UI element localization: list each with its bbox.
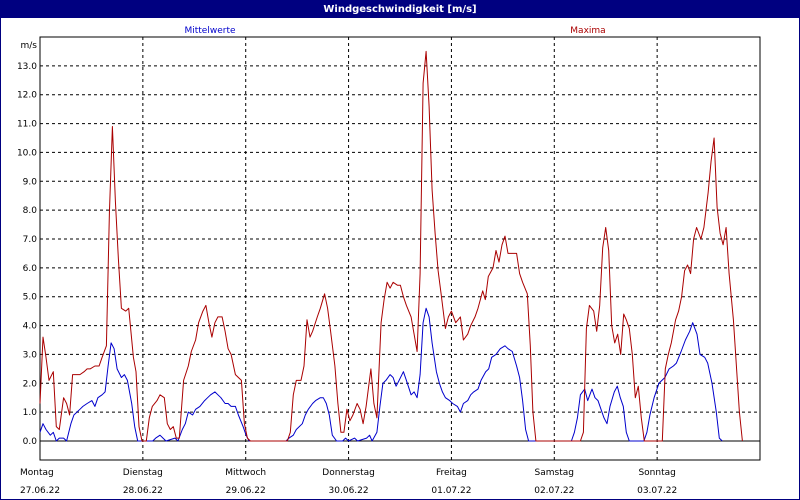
x-tick-day: Montag [20, 468, 54, 478]
legend-maxima: Maxima [570, 26, 605, 36]
y-tick-label: 0.0 [23, 437, 38, 447]
plot-area [39, 36, 761, 461]
y-tick-label: 5.0 [23, 293, 38, 303]
x-tick-date: 28.06.22 [123, 486, 163, 496]
x-tick-date: 02.07.22 [534, 486, 574, 496]
y-tick-label: 6.0 [23, 264, 38, 274]
x-tick-day: Mittwoch [225, 468, 266, 478]
x-tick-day: Sonntag [638, 468, 675, 478]
axis-labels: 0.0 1.0 2.0 3.0 4.0 5.0 6.0 7.0 8.0 9.0 10.0 11.0 12… [17, 26, 677, 496]
x-tick-date: 30.06.22 [329, 486, 369, 496]
series-line-maxima [39, 50, 743, 442]
series-layer [39, 50, 743, 442]
time-axis-box [39, 440, 761, 461]
y-axis-label: m/s [21, 41, 38, 51]
y-tick-label: 4.0 [23, 322, 38, 332]
series-line-mittelwerte [39, 307, 723, 442]
y-tick-label: 10.0 [17, 148, 37, 158]
x-tick-day: Donnerstag [322, 468, 375, 478]
legend-mittelwerte: Mittelwerte [184, 26, 235, 36]
y-tick-label: 8.0 [23, 206, 38, 216]
x-tick-date: 01.07.22 [431, 486, 471, 496]
y-tick-label: 13.0 [17, 62, 37, 72]
y-tick-label: 11.0 [17, 120, 37, 130]
y-tick-label: 3.0 [23, 350, 38, 360]
x-tick-day: Samstag [535, 468, 574, 478]
y-tick-label: 9.0 [23, 177, 38, 187]
y-tick-label: 1.0 [23, 408, 38, 418]
y-tick-label: 7.0 [23, 235, 38, 245]
x-tick-date: 27.06.22 [20, 486, 60, 496]
x-tick-day: Freitag [436, 468, 467, 478]
grid-lines [40, 37, 760, 460]
x-tick-day: Dienstag [123, 468, 163, 478]
chart-title: Windgeschwindigkeit [m/s] [1, 1, 799, 18]
y-tick-label: 2.0 [23, 379, 38, 389]
x-tick-date: 03.07.22 [637, 486, 677, 496]
x-tick-date: 29.06.22 [226, 486, 266, 496]
y-tick-label: 12.0 [17, 91, 37, 101]
